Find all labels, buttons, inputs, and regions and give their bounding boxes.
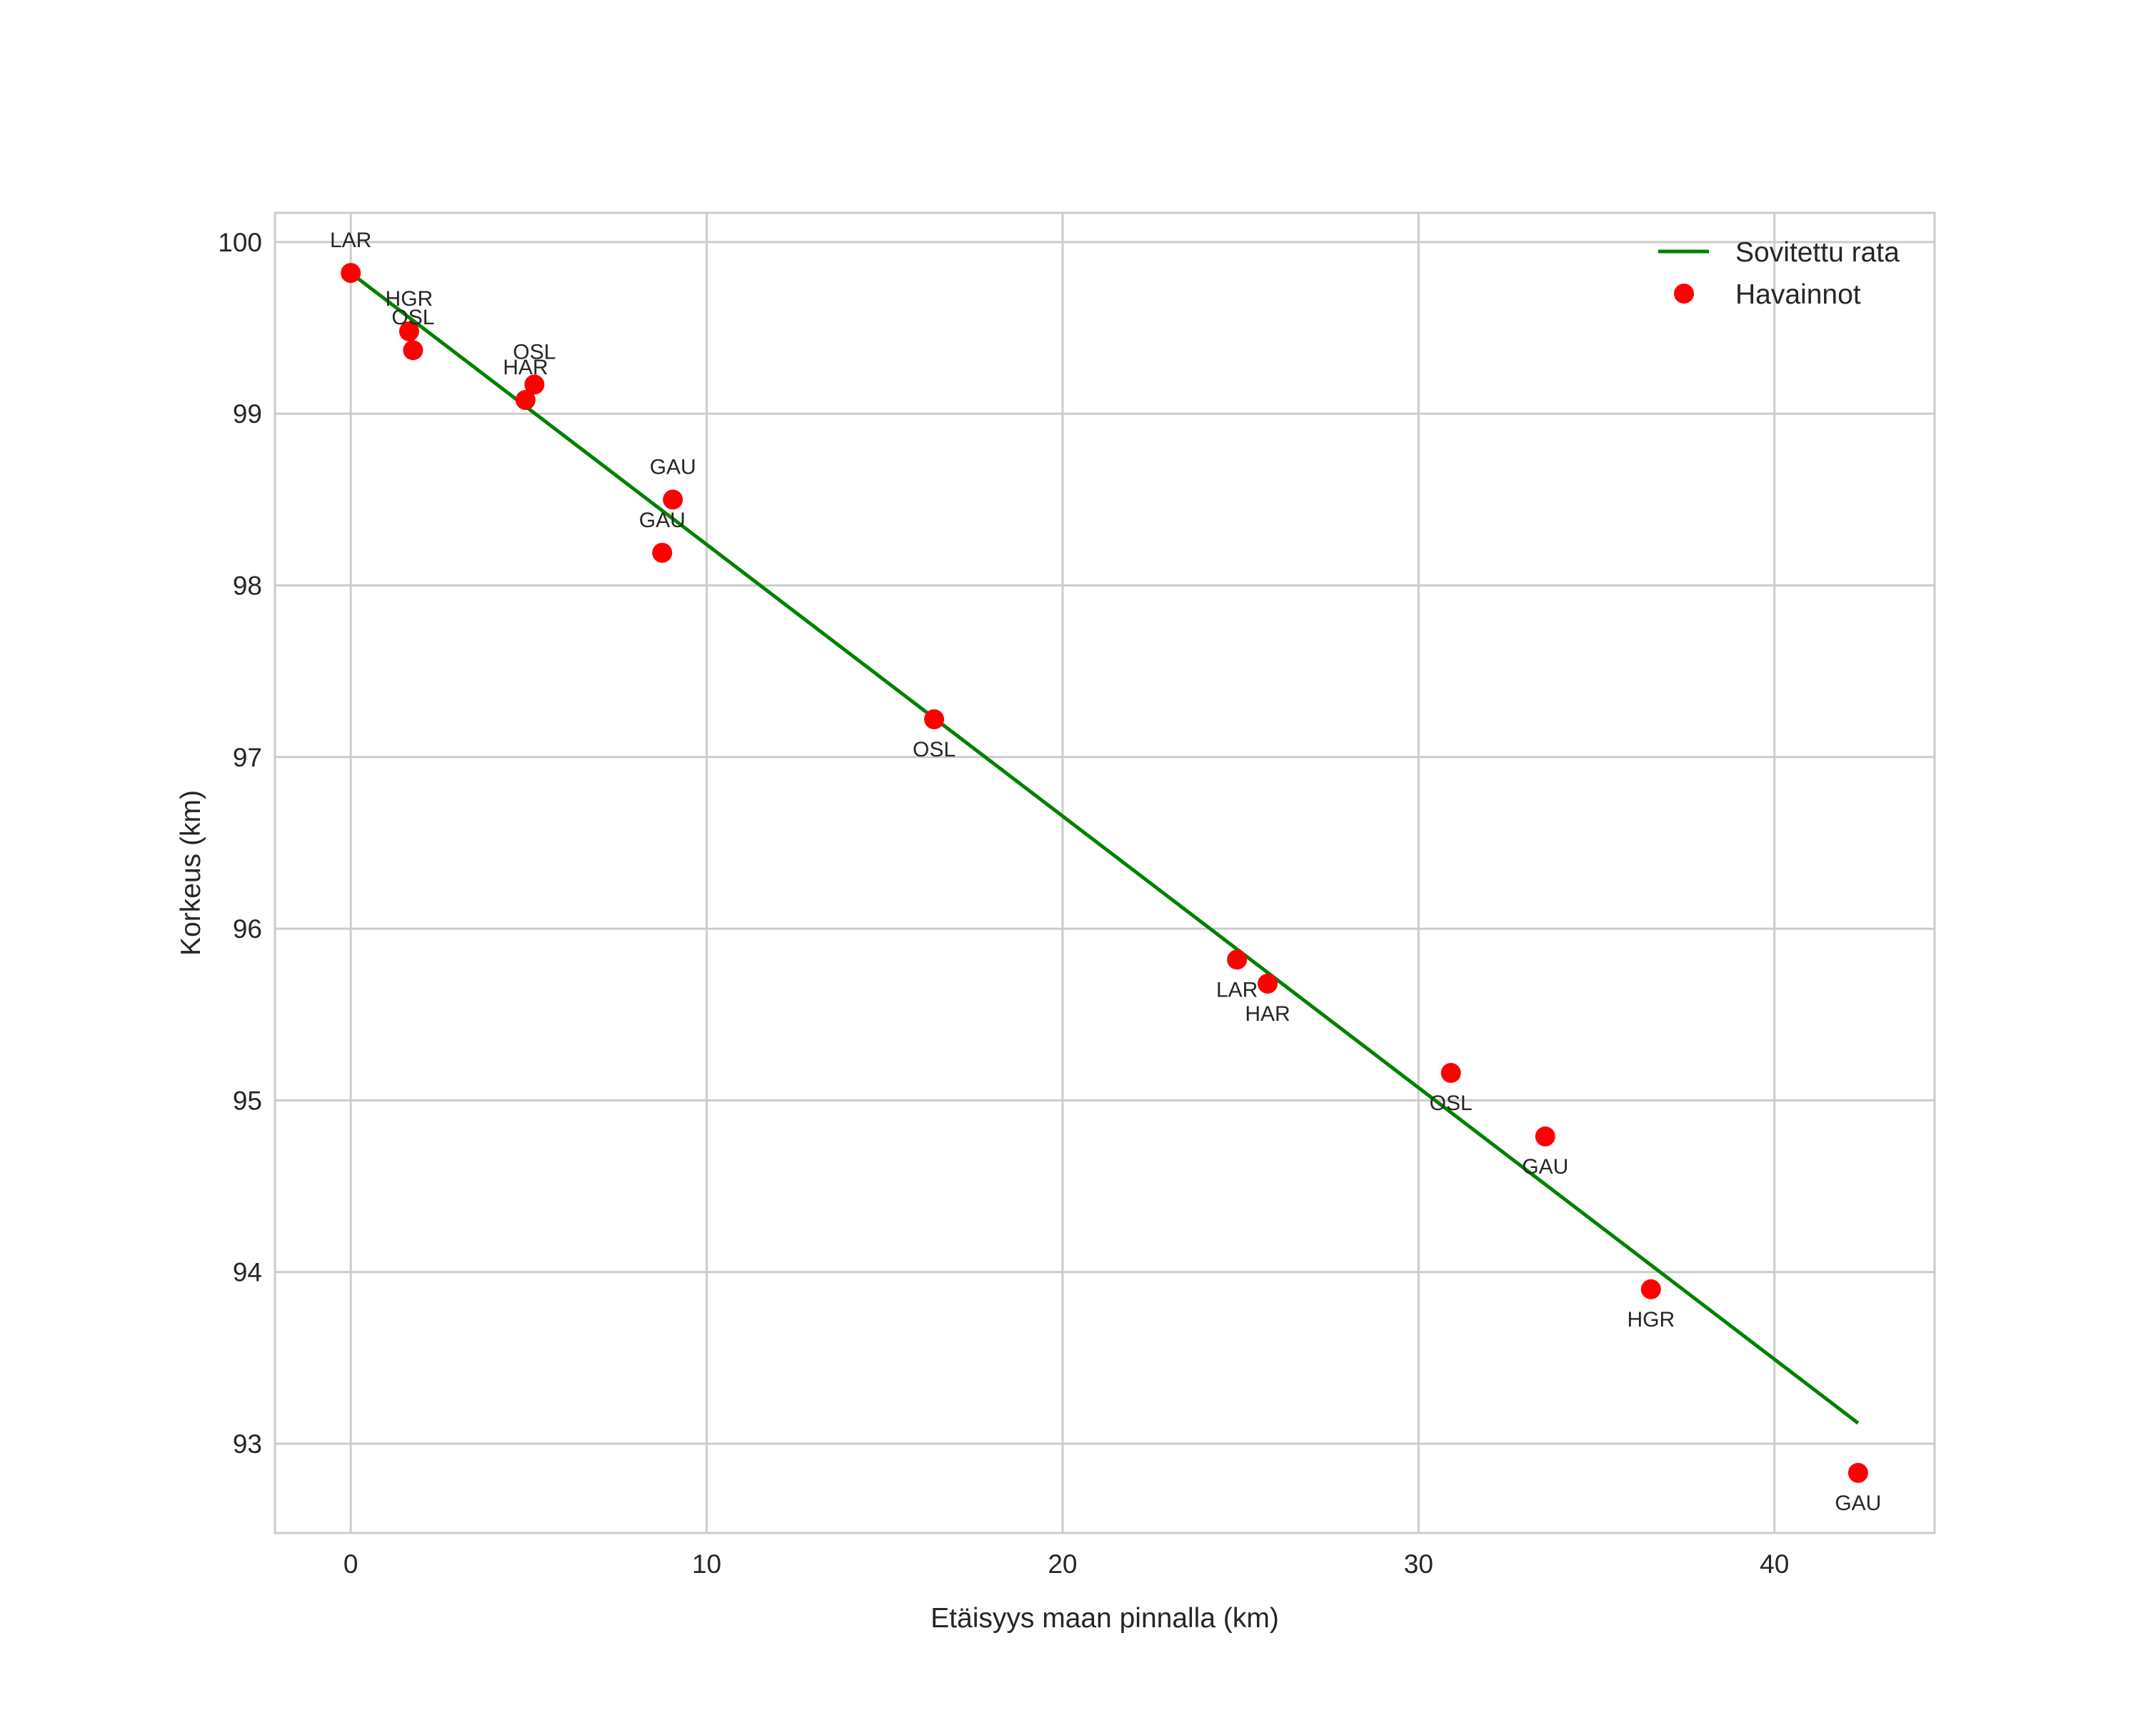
y-tick-label: 97 (233, 743, 262, 772)
legend-marker-swatch-icon (1674, 284, 1694, 304)
y-tick-label: 95 (233, 1086, 262, 1115)
observation-point (515, 389, 536, 410)
legend-label-fit: Sovitettu rata (1735, 237, 1900, 268)
point-label: OSL (513, 340, 556, 364)
point-label: GAU (639, 509, 686, 532)
observation-point (652, 542, 673, 563)
fitted-trajectory-line (349, 271, 1860, 1425)
x-tick-label: 40 (1760, 1549, 1789, 1579)
observation-point (1258, 974, 1278, 994)
observation-points (341, 263, 1868, 1483)
point-label: GAU (1835, 1492, 1881, 1515)
point-label: HGR (386, 287, 433, 311)
grid-lines (275, 213, 1935, 1533)
observation-point (663, 489, 683, 510)
axes-spines (274, 211, 1936, 1534)
observation-point (1227, 949, 1248, 970)
observation-point (341, 263, 361, 284)
x-tick-label: 10 (692, 1549, 721, 1579)
observation-point (398, 321, 419, 341)
point-label: OSL (913, 738, 956, 761)
point-label: HGR (1627, 1308, 1675, 1332)
point-labels: LARHGROSLOSLHARGAUGAUOSLLARHAROSLGAUHGRG… (330, 229, 1881, 1515)
legend-label-observations: Havainnot (1735, 279, 1861, 310)
y-axis-label: Korkeus (km) (176, 790, 206, 956)
x-tick-label: 30 (1404, 1549, 1433, 1579)
point-label: OSL (1430, 1092, 1473, 1115)
y-tick-label: 94 (233, 1258, 262, 1287)
observation-point (1847, 1462, 1868, 1483)
axes-background (275, 213, 1935, 1533)
x-axis-label: Etäisyys maan pinnalla (km) (931, 1603, 1279, 1634)
point-label: HAR (1245, 1002, 1290, 1026)
point-label: LAR (330, 229, 371, 252)
point-label: GAU (650, 455, 696, 479)
y-tick-label: 98 (233, 571, 262, 600)
y-axis-ticks: 93 94 95 96 97 98 99 100 (218, 228, 262, 1459)
x-tick-label: 20 (1048, 1549, 1077, 1579)
y-tick-label: 99 (233, 399, 262, 429)
legend: Sovitettu rata Havainnot (1658, 237, 1900, 310)
y-tick-label: 100 (218, 228, 262, 257)
point-label: OSL (391, 306, 434, 329)
observation-point (524, 374, 545, 395)
observation-point (1440, 1062, 1461, 1083)
observation-point (924, 709, 945, 729)
observation-point (1640, 1279, 1661, 1299)
x-tick-label: 0 (344, 1549, 359, 1579)
x-axis-ticks: 0 10 20 30 40 (344, 1549, 1789, 1579)
observation-point (1535, 1126, 1555, 1147)
y-tick-label: 93 (233, 1429, 262, 1459)
point-label: GAU (1522, 1155, 1568, 1179)
observation-point (403, 340, 423, 361)
plot-area: LARHGROSLOSLHARGAUGAUOSLLARHAROSLGAUHGRG… (274, 211, 1936, 1534)
point-label: LAR (1216, 978, 1258, 1002)
y-tick-label: 96 (233, 914, 262, 944)
fit-line-path (349, 271, 1860, 1425)
point-label: HAR (503, 356, 548, 379)
